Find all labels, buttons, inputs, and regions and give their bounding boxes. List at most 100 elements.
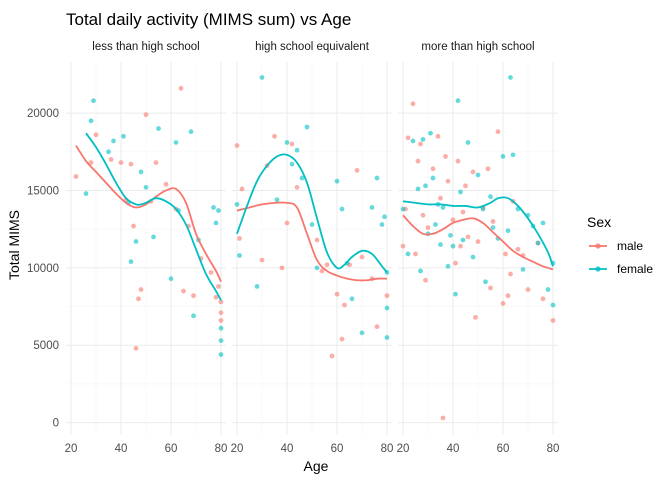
data-point-male — [88, 160, 94, 166]
data-point-male — [438, 195, 443, 201]
facet-strip-label: less than high school — [92, 41, 199, 53]
data-point-female — [284, 140, 290, 145]
data-point-female — [234, 201, 240, 207]
data-point-male — [450, 217, 456, 223]
data-point-male — [405, 135, 411, 141]
data-point-male — [508, 271, 513, 277]
data-point-male — [463, 183, 468, 189]
data-point-female — [465, 140, 471, 145]
data-point-male — [470, 169, 476, 175]
data-point-female — [520, 266, 526, 272]
data-point-male — [108, 157, 114, 162]
data-point-female — [490, 225, 496, 231]
data-point-male — [495, 129, 501, 135]
data-point-male — [515, 246, 521, 252]
data-point-male — [400, 243, 406, 249]
data-point-female — [453, 291, 458, 297]
data-point-female — [237, 253, 242, 258]
data-point-female — [349, 296, 355, 302]
x-tick-label: 40 — [281, 443, 294, 455]
data-point-male — [314, 237, 320, 243]
data-point-male — [294, 184, 300, 190]
data-point-female — [379, 222, 385, 227]
data-point-male — [289, 141, 295, 147]
x-tick-label: 60 — [331, 443, 344, 455]
data-point-male — [208, 270, 214, 275]
data-point-male — [374, 324, 380, 330]
data-point-female — [339, 206, 345, 212]
data-point-male — [153, 160, 159, 166]
data-point-male — [440, 415, 446, 421]
data-point-female — [88, 118, 94, 124]
data-point-female — [314, 265, 320, 271]
smooth-line-male — [75, 145, 222, 283]
data-point-female — [418, 268, 423, 274]
data-point-male — [413, 251, 418, 257]
smooth-line-male — [402, 214, 554, 271]
data-point-male — [93, 132, 99, 138]
x-tick-label: 80 — [215, 443, 228, 455]
data-point-female — [415, 186, 421, 192]
data-point-female — [410, 138, 416, 144]
data-point-male — [118, 160, 124, 166]
data-point-male — [488, 285, 493, 291]
facet-panel: less than high school 20 40 60 80 — [65, 41, 228, 455]
x-tick-label: 80 — [547, 443, 560, 455]
data-point-female — [535, 240, 541, 246]
legend: Sex male female — [587, 214, 653, 276]
data-point-male — [73, 174, 79, 179]
x-tick-label: 60 — [165, 443, 178, 455]
data-point-female — [121, 133, 126, 139]
data-point-female — [384, 335, 390, 340]
data-point-male — [272, 133, 277, 139]
data-point-male — [143, 112, 149, 118]
data-point-male — [465, 234, 471, 240]
data-point-male — [138, 287, 144, 292]
data-point-male — [354, 167, 360, 173]
data-point-male — [460, 209, 466, 215]
data-point-female — [191, 313, 196, 319]
data-point-female — [488, 194, 493, 200]
data-point-male — [503, 251, 508, 257]
data-point-female — [382, 214, 387, 220]
data-point-male — [136, 296, 141, 302]
y-tick-label: 10000 — [27, 263, 59, 275]
data-point-female — [289, 161, 295, 167]
data-point-male — [443, 154, 448, 159]
data-point-male — [475, 239, 481, 244]
data-point-female — [274, 197, 280, 203]
data-point-female — [83, 191, 89, 196]
data-point-female — [309, 222, 315, 227]
data-point-female — [420, 136, 426, 142]
data-point-male — [445, 178, 451, 184]
data-point-male — [279, 265, 285, 271]
data-point-female — [91, 98, 96, 104]
data-point-female — [440, 205, 446, 210]
data-point-male — [525, 287, 531, 292]
data-point-male — [339, 336, 345, 342]
data-point-female — [433, 222, 438, 227]
data-point-male — [329, 353, 335, 359]
legend-title: Sex — [587, 214, 611, 230]
data-point-female — [334, 178, 340, 184]
data-point-female — [143, 184, 149, 190]
data-point-male — [415, 158, 421, 164]
data-point-female — [133, 239, 139, 244]
smooth-line-female — [402, 196, 554, 267]
data-point-female — [218, 338, 224, 343]
legend-label-female: female — [617, 262, 653, 276]
data-point-female — [218, 325, 224, 331]
x-axis-title: Age — [304, 458, 329, 474]
data-point-female — [359, 330, 365, 336]
data-point-female — [445, 263, 451, 269]
x-tick-label: 40 — [447, 443, 460, 455]
data-point-female — [423, 183, 428, 189]
data-point-male — [133, 345, 139, 351]
data-point-female — [545, 287, 551, 292]
data-point-male — [485, 166, 491, 172]
data-point-female — [304, 124, 310, 130]
data-point-female — [294, 147, 300, 153]
data-point-male — [453, 260, 458, 266]
data-point-female — [374, 175, 380, 181]
